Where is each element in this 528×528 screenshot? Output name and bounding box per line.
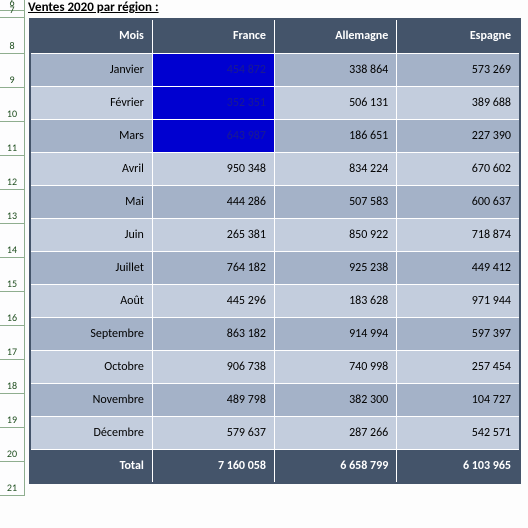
total-allemagne[interactable]: 6 658 799 <box>274 449 396 482</box>
value-cell[interactable]: 449 412 <box>397 251 519 284</box>
value-cell[interactable]: 389 688 <box>397 86 519 119</box>
value-cell[interactable]: 906 738 <box>152 350 274 383</box>
value-cell[interactable]: 104 727 <box>397 383 519 416</box>
value-cell[interactable]: 507 583 <box>274 185 396 218</box>
table-row: Août445 296183 628971 944 <box>31 284 519 317</box>
row-index[interactable]: 18 <box>0 360 25 394</box>
value-cell[interactable]: 444 286 <box>152 185 274 218</box>
value-cell[interactable]: 643 987 <box>152 119 274 152</box>
sheet-title: Ventes 2020 par région : <box>28 0 159 15</box>
value-cell[interactable]: 950 348 <box>152 152 274 185</box>
row-index[interactable]: 10 <box>0 88 25 122</box>
row-index[interactable]: 11 <box>0 122 25 156</box>
row-index[interactable]: 12 <box>0 156 25 190</box>
month-cell[interactable]: Février <box>31 86 152 119</box>
value-cell[interactable]: 454 872 <box>152 53 274 86</box>
month-cell[interactable]: Mars <box>31 119 152 152</box>
value-cell[interactable]: 352 351 <box>152 86 274 119</box>
value-cell[interactable]: 850 922 <box>274 218 396 251</box>
value-cell[interactable]: 186 651 <box>274 119 396 152</box>
row-index[interactable]: 14 <box>0 224 25 258</box>
month-cell[interactable]: Juillet <box>31 251 152 284</box>
row-index[interactable]: 17 <box>0 326 25 360</box>
value-cell[interactable]: 863 182 <box>152 317 274 350</box>
table-row: Octobre906 738740 998257 454 <box>31 350 519 383</box>
value-cell[interactable]: 183 628 <box>274 284 396 317</box>
value-cell[interactable]: 542 571 <box>397 416 519 449</box>
value-cell[interactable]: 971 944 <box>397 284 519 317</box>
spreadsheet-view: 6789101112131415161718192021 Ventes 2020… <box>0 0 528 528</box>
row-index[interactable]: 15 <box>0 258 25 292</box>
month-cell[interactable]: Décembre <box>31 416 152 449</box>
value-cell[interactable]: 257 454 <box>397 350 519 383</box>
value-cell[interactable]: 573 269 <box>397 53 519 86</box>
value-cell[interactable]: 445 296 <box>152 284 274 317</box>
month-cell[interactable]: Avril <box>31 152 152 185</box>
table-row: Février352 351506 131389 688 <box>31 86 519 119</box>
row-index[interactable]: 16 <box>0 292 25 326</box>
total-france[interactable]: 7 160 058 <box>152 449 274 482</box>
month-cell[interactable]: Janvier <box>31 53 152 86</box>
col-france[interactable]: France <box>152 20 274 53</box>
month-cell[interactable]: Mai <box>31 185 152 218</box>
value-cell[interactable]: 265 381 <box>152 218 274 251</box>
row-index[interactable]: 8 <box>0 18 25 54</box>
value-cell[interactable]: 925 238 <box>274 251 396 284</box>
value-cell[interactable]: 764 182 <box>152 251 274 284</box>
month-cell[interactable]: Juin <box>31 218 152 251</box>
table-row: Septembre863 182914 994597 397 <box>31 317 519 350</box>
value-cell[interactable]: 740 998 <box>274 350 396 383</box>
table-row: Novembre489 798382 300104 727 <box>31 383 519 416</box>
value-cell[interactable]: 287 266 <box>274 416 396 449</box>
value-cell[interactable]: 579 637 <box>152 416 274 449</box>
table-row: Juillet764 182925 238449 412 <box>31 251 519 284</box>
value-cell[interactable]: 597 397 <box>397 317 519 350</box>
table-row: Mai444 286507 583600 637 <box>31 185 519 218</box>
table-row: Décembre579 637287 266542 571 <box>31 416 519 449</box>
table-row: Janvier454 872338 864573 269 <box>31 53 519 86</box>
month-cell[interactable]: Septembre <box>31 317 152 350</box>
row-index[interactable]: 20 <box>0 428 25 462</box>
value-cell[interactable]: 382 300 <box>274 383 396 416</box>
total-label[interactable]: Total <box>31 449 152 482</box>
month-cell[interactable]: Novembre <box>31 383 152 416</box>
value-cell[interactable]: 227 390 <box>397 119 519 152</box>
total-espagne[interactable]: 6 103 965 <box>397 449 519 482</box>
table-row: Juin265 381850 922718 874 <box>31 218 519 251</box>
col-espagne[interactable]: Espagne <box>397 20 519 53</box>
row-headers: 6789101112131415161718192021 <box>0 0 25 496</box>
value-cell[interactable]: 338 864 <box>274 53 396 86</box>
col-allemagne[interactable]: Allemagne <box>274 20 396 53</box>
table-row: Mars643 987186 651227 390 <box>31 119 519 152</box>
table-row: Avril950 348834 224670 602 <box>31 152 519 185</box>
month-cell[interactable]: Octobre <box>31 350 152 383</box>
value-cell[interactable]: 670 602 <box>397 152 519 185</box>
row-index[interactable]: 19 <box>0 394 25 428</box>
month-cell[interactable]: Août <box>31 284 152 317</box>
value-cell[interactable]: 489 798 <box>152 383 274 416</box>
table-header-row: Mois France Allemagne Espagne <box>31 20 519 53</box>
value-cell[interactable]: 600 637 <box>397 185 519 218</box>
col-month[interactable]: Mois <box>31 20 152 53</box>
row-index[interactable]: 21 <box>0 462 25 496</box>
value-cell[interactable]: 506 131 <box>274 86 396 119</box>
sales-table: Mois France Allemagne Espagne Janvier454… <box>29 18 521 484</box>
total-row: Total 7 160 058 6 658 799 6 103 965 <box>31 449 519 482</box>
value-cell[interactable]: 834 224 <box>274 152 396 185</box>
row-index[interactable]: 9 <box>0 54 25 88</box>
row-index[interactable]: 13 <box>0 190 25 224</box>
row-index[interactable]: 7 <box>0 11 25 18</box>
value-cell[interactable]: 914 994 <box>274 317 396 350</box>
value-cell[interactable]: 718 874 <box>397 218 519 251</box>
